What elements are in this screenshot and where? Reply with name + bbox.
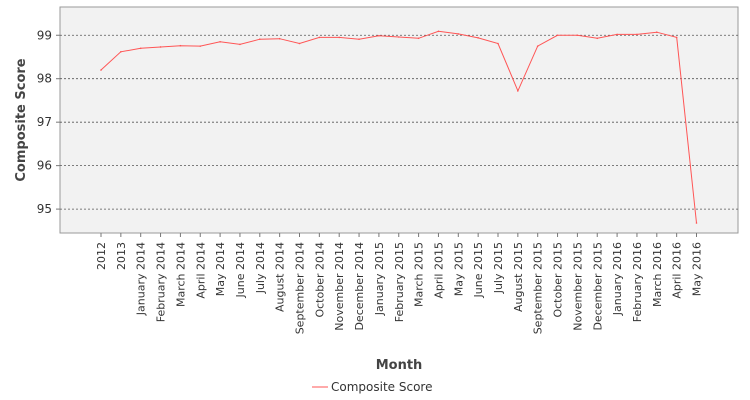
y-tick-label-96: 96 bbox=[37, 159, 52, 173]
x-tick-label: October 2015 bbox=[552, 242, 565, 318]
data-point bbox=[199, 45, 202, 47]
x-tick-label: 2012 bbox=[95, 242, 108, 270]
x-tick-label: July 2014 bbox=[254, 242, 267, 294]
data-point bbox=[318, 36, 321, 39]
x-tick-label: March 2015 bbox=[413, 242, 426, 307]
x-tick-label: June 2015 bbox=[472, 242, 485, 298]
x-tick-label: November 2015 bbox=[571, 242, 584, 331]
data-point bbox=[556, 34, 559, 37]
data-point bbox=[596, 37, 599, 40]
data-point bbox=[139, 47, 142, 50]
legend: Composite Score bbox=[312, 380, 432, 394]
x-tick-label: May 2014 bbox=[214, 242, 227, 296]
x-tick-label: January 2014 bbox=[135, 242, 148, 316]
data-point bbox=[457, 33, 460, 35]
data-point bbox=[179, 44, 182, 47]
x-tick-label: March 2014 bbox=[174, 242, 187, 307]
data-point bbox=[437, 30, 440, 33]
x-axis: 2012 2013 January 2014 February 2014 March 2… bbox=[95, 233, 704, 334]
data-point bbox=[338, 36, 341, 39]
x-tick-label: August 2014 bbox=[274, 242, 287, 312]
x-tick-label: February 2014 bbox=[155, 242, 168, 322]
x-tick-label: May 2015 bbox=[452, 242, 465, 296]
data-point bbox=[576, 34, 579, 37]
data-point bbox=[616, 33, 618, 36]
x-axis-label: Month bbox=[376, 358, 423, 373]
x-tick-label: February 2015 bbox=[393, 242, 406, 322]
data-point bbox=[656, 31, 658, 34]
data-point bbox=[636, 33, 638, 36]
data-point bbox=[159, 46, 162, 48]
data-point bbox=[397, 36, 400, 38]
gridlines bbox=[60, 34, 738, 210]
legend-label: Composite Score bbox=[331, 380, 432, 394]
data-point bbox=[358, 38, 360, 40]
x-tick-label: March 2016 bbox=[651, 242, 664, 307]
y-axis-label: Composite Score bbox=[14, 58, 29, 181]
series-composite-score bbox=[100, 30, 698, 224]
data-point bbox=[477, 37, 479, 39]
x-tick-label: February 2016 bbox=[631, 242, 644, 322]
y-axis: 95 96 97 98 99 bbox=[37, 28, 60, 216]
x-tick-label: October 2014 bbox=[313, 242, 326, 318]
x-tick-label: July 2015 bbox=[492, 242, 505, 294]
data-point bbox=[497, 42, 499, 45]
data-point bbox=[298, 42, 301, 45]
x-tick-label: September 2015 bbox=[532, 242, 545, 334]
data-point bbox=[239, 43, 241, 46]
x-tick-label: April 2015 bbox=[432, 242, 445, 299]
data-point bbox=[219, 40, 221, 43]
y-tick-label-98: 98 bbox=[37, 72, 52, 86]
data-point bbox=[517, 90, 519, 92]
x-tick-label: April 2016 bbox=[671, 242, 684, 299]
data-point bbox=[675, 36, 678, 39]
data-point bbox=[100, 69, 102, 71]
x-tick-label: January 2015 bbox=[373, 242, 386, 316]
data-point bbox=[695, 222, 698, 224]
plot-area bbox=[59, 6, 739, 234]
x-tick-label: April 2014 bbox=[194, 242, 207, 299]
x-tick-label: June 2014 bbox=[234, 242, 247, 298]
x-tick-label: January 2016 bbox=[611, 242, 624, 316]
x-tick-label: December 2015 bbox=[591, 242, 604, 331]
x-tick-label: May 2016 bbox=[691, 242, 704, 296]
data-point bbox=[120, 50, 122, 53]
data-point bbox=[278, 37, 281, 40]
x-tick-label: August 2015 bbox=[512, 242, 525, 312]
x-tick-label: November 2014 bbox=[333, 242, 346, 331]
data-point bbox=[378, 34, 380, 37]
data-point bbox=[536, 45, 539, 47]
x-tick-label: 2013 bbox=[115, 242, 128, 270]
data-point bbox=[417, 37, 420, 40]
y-tick-label-95: 95 bbox=[37, 202, 52, 216]
y-tick-label-97: 97 bbox=[37, 115, 52, 129]
x-tick-label: December 2014 bbox=[353, 242, 366, 331]
data-point bbox=[259, 38, 261, 40]
x-tick-label: September 2014 bbox=[294, 242, 307, 334]
y-tick-label-99: 99 bbox=[37, 28, 52, 42]
